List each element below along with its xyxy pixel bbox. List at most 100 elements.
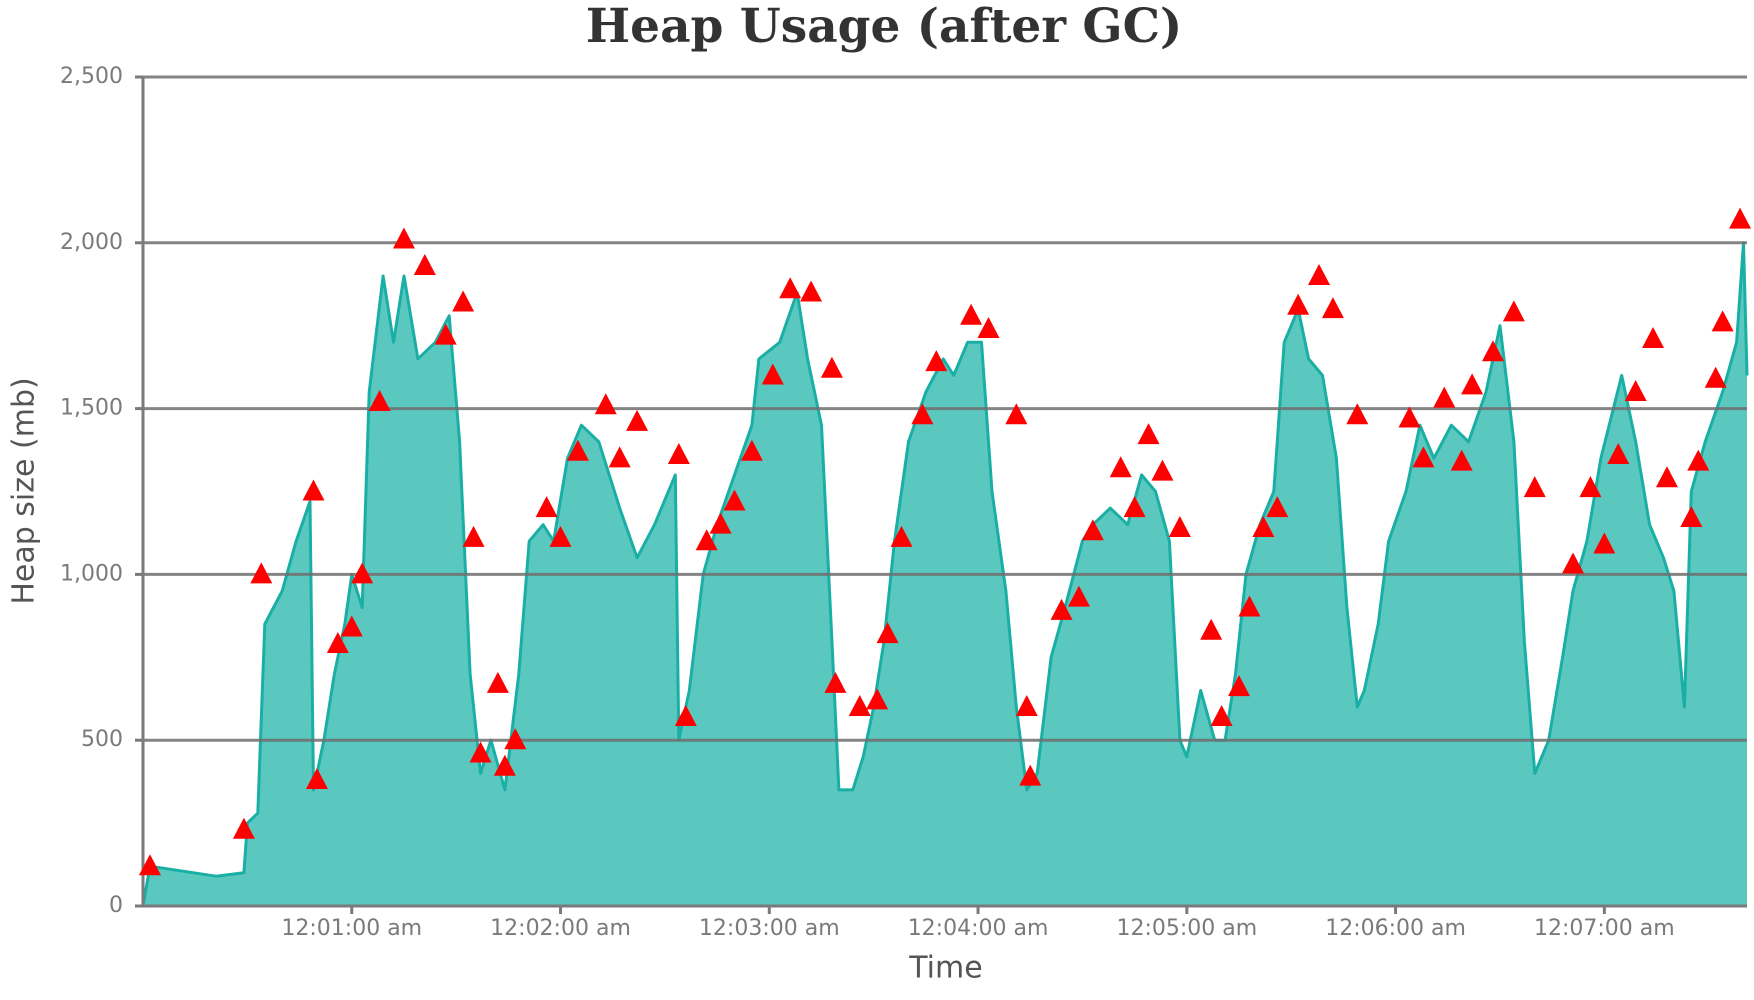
- gc-marker: [824, 671, 847, 693]
- gc-marker: [1502, 300, 1525, 322]
- gc-marker: [1450, 449, 1473, 471]
- y-tick-label: 1,000: [60, 561, 123, 586]
- gc-marker: [1321, 297, 1344, 319]
- y-tick-label: 2,000: [60, 230, 123, 255]
- gc-marker: [1655, 466, 1678, 488]
- y-tick-label: 500: [81, 727, 123, 752]
- gc-marker: [302, 479, 325, 501]
- gc-marker: [626, 409, 649, 431]
- gc-marker: [1704, 366, 1727, 388]
- gc-marker: [549, 525, 572, 547]
- gc-marker: [1081, 519, 1104, 541]
- gc-marker: [1019, 764, 1042, 786]
- gc-marker: [1123, 496, 1146, 518]
- gc-marker: [820, 356, 843, 378]
- x-tick-label: 12:01:00 am: [281, 916, 422, 941]
- gc-marker: [305, 767, 328, 789]
- gc-marker: [1624, 380, 1647, 402]
- gc-marker: [695, 529, 718, 551]
- gc-marker: [1562, 552, 1585, 574]
- gc-marker: [138, 854, 161, 876]
- gc-marker: [1523, 476, 1546, 498]
- gc-marker: [1642, 326, 1665, 348]
- gc-marker: [608, 446, 631, 468]
- gc-marker: [848, 695, 871, 717]
- gc-marker: [1168, 515, 1191, 537]
- gc-marker: [1200, 618, 1223, 640]
- y-tick-label: 1,500: [60, 396, 123, 421]
- gc-marker: [1137, 423, 1160, 445]
- gc-marker: [1680, 506, 1703, 528]
- gc-marker: [1593, 532, 1616, 554]
- gc-marker: [723, 489, 746, 511]
- gc-marker: [1461, 373, 1484, 395]
- gc-marker: [1711, 310, 1734, 332]
- gc-marker: [1482, 340, 1505, 362]
- gc-marker: [1067, 585, 1090, 607]
- gc-marker: [469, 741, 492, 763]
- gc-marker: [761, 363, 784, 385]
- gc-marker: [413, 254, 436, 276]
- gc-marker: [709, 512, 732, 534]
- gc-marker: [1287, 293, 1310, 315]
- gc-marker: [674, 704, 697, 726]
- gc-marker: [876, 622, 899, 644]
- gc-marker: [232, 817, 255, 839]
- gc-marker: [462, 525, 485, 547]
- gc-marker: [1109, 456, 1132, 478]
- gc-marker: [800, 280, 823, 302]
- gc-marker: [890, 525, 913, 547]
- gc-marker: [1015, 695, 1038, 717]
- gc-marker: [866, 688, 889, 710]
- gc-marker: [977, 317, 1000, 339]
- gc-marker: [667, 443, 690, 465]
- gc-marker: [566, 439, 589, 461]
- gc-marker: [504, 728, 527, 750]
- gc-marker: [340, 615, 363, 637]
- gc-marker: [493, 754, 516, 776]
- gc-marker: [1729, 207, 1752, 229]
- gc-marker: [1210, 704, 1233, 726]
- gc-marker: [1687, 449, 1710, 471]
- x-tick-label: 12:07:00 am: [1534, 916, 1675, 941]
- x-tick-label: 12:02:00 am: [490, 916, 631, 941]
- y-axis-title: Heap size (mb): [7, 377, 42, 604]
- gc-marker: [368, 389, 391, 411]
- y-tick-label: 2,500: [60, 64, 123, 89]
- gc-marker: [1228, 675, 1251, 697]
- gc-marker: [1252, 515, 1275, 537]
- y-tick-label: 0: [109, 893, 123, 918]
- gc-marker: [1308, 263, 1331, 285]
- chart-title: Heap Usage (after GC): [586, 0, 1182, 54]
- gc-marker: [1238, 595, 1261, 617]
- gc-marker: [486, 671, 509, 693]
- gc-marker: [1346, 403, 1369, 425]
- gc-marker: [779, 277, 802, 299]
- gc-marker: [960, 303, 983, 325]
- x-tick-label: 12:05:00 am: [1116, 916, 1257, 941]
- gc-marker: [452, 290, 475, 312]
- x-tick-label: 12:03:00 am: [699, 916, 840, 941]
- gc-marker: [351, 562, 374, 584]
- gc-marker: [434, 323, 457, 345]
- gc-marker: [740, 439, 763, 461]
- x-axis-title: Time: [908, 951, 982, 986]
- gc-marker: [925, 350, 948, 372]
- gc-marker: [392, 227, 415, 249]
- gc-marker: [1607, 443, 1630, 465]
- gc-marker: [1398, 406, 1421, 428]
- gc-marker: [911, 403, 934, 425]
- x-tick-label: 12:06:00 am: [1325, 916, 1466, 941]
- gc-marker: [250, 562, 273, 584]
- gc-marker: [1412, 446, 1435, 468]
- gc-marker: [594, 393, 617, 415]
- gc-marker: [1579, 476, 1602, 498]
- x-tick-label: 12:04:00 am: [908, 916, 1049, 941]
- gc-marker: [535, 496, 558, 518]
- gc-marker: [1050, 598, 1073, 620]
- gc-marker: [1266, 496, 1289, 518]
- gc-marker: [1005, 403, 1028, 425]
- gc-marker: [1433, 386, 1456, 408]
